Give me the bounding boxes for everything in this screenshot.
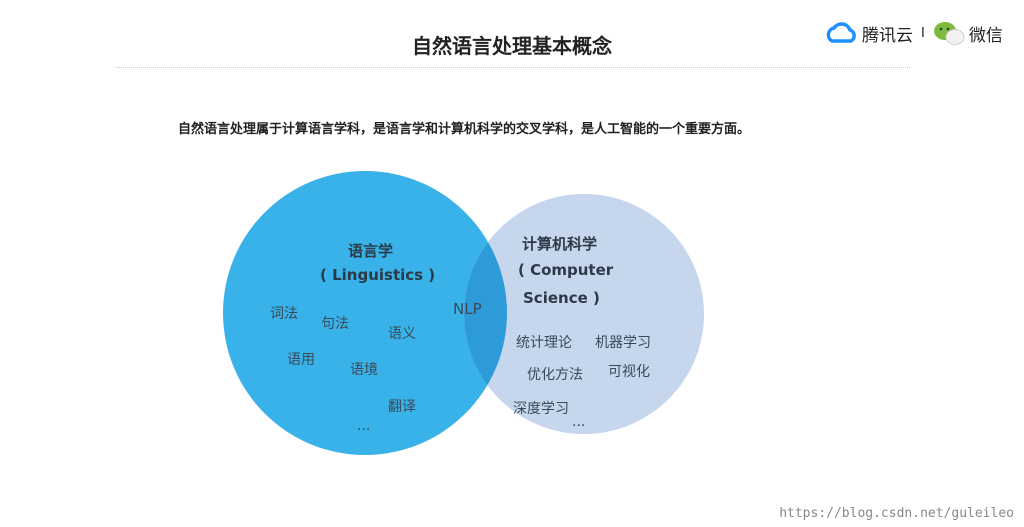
left-item: 语义 [388, 326, 416, 342]
linguistics-circle [223, 171, 507, 455]
wechat-label: 微信 [968, 25, 1003, 46]
left-item: 翻译 [388, 399, 416, 415]
wechat-icon [933, 22, 965, 45]
nlp-label: NLP [453, 300, 482, 318]
right-item: ... [572, 414, 586, 430]
computer-science-subtitle-1: ( Computer [518, 261, 614, 279]
computer-science-circle [464, 194, 704, 434]
left-item: ... [357, 418, 371, 434]
computer-science-subtitle-2: Science ) [523, 289, 600, 307]
linguistics-title: 语言学 [348, 242, 394, 260]
watermark: https://blog.csdn.net/guleileo [779, 506, 1014, 521]
page-title: 自然语言处理基本概念 [412, 34, 612, 58]
logo-separator: I [921, 25, 925, 41]
left-item: 词法 [270, 306, 298, 322]
subtitle: 自然语言处理属于计算语言学科，是语言学和计算机科学的交叉学科，是人工智能的一个重… [178, 122, 751, 137]
right-item: 优化方法 [527, 367, 583, 383]
right-item: 机器学习 [595, 335, 651, 351]
right-item: 可视化 [608, 364, 650, 380]
right-item: 深度学习 [513, 401, 569, 417]
computer-science-title: 计算机科学 [522, 235, 598, 253]
tencent-cloud-icon [826, 22, 856, 43]
left-item: 语境 [350, 362, 378, 378]
logo-bar: 腾讯云 I 微信 [824, 20, 1003, 46]
linguistics-subtitle: ( Linguistics ) [320, 266, 436, 284]
tencent-cloud-label: 腾讯云 [862, 25, 913, 46]
left-item: 句法 [321, 316, 349, 332]
left-item: 语用 [287, 352, 315, 368]
title-divider [115, 67, 910, 68]
right-item: 统计理论 [516, 335, 572, 351]
